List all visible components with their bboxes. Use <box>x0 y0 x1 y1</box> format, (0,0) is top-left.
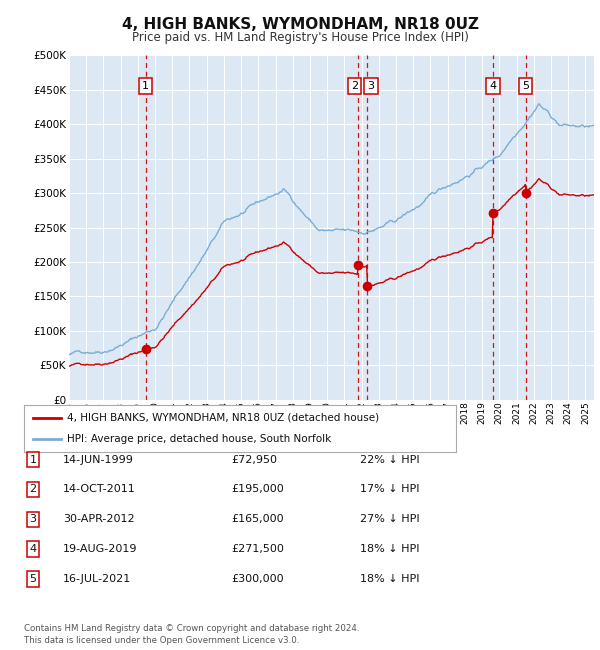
Text: 3: 3 <box>29 514 37 525</box>
Text: 18% ↓ HPI: 18% ↓ HPI <box>360 574 419 584</box>
Text: This data is licensed under the Open Government Licence v3.0.: This data is licensed under the Open Gov… <box>24 636 299 645</box>
Text: 4: 4 <box>490 81 497 91</box>
Text: 1: 1 <box>142 81 149 91</box>
Text: 3: 3 <box>368 81 374 91</box>
Text: £271,500: £271,500 <box>231 544 284 554</box>
Text: £72,950: £72,950 <box>231 454 277 465</box>
Text: Price paid vs. HM Land Registry's House Price Index (HPI): Price paid vs. HM Land Registry's House … <box>131 31 469 44</box>
Text: 1: 1 <box>29 454 37 465</box>
Text: 22% ↓ HPI: 22% ↓ HPI <box>360 454 419 465</box>
Text: HPI: Average price, detached house, South Norfolk: HPI: Average price, detached house, Sout… <box>67 434 331 444</box>
Text: £165,000: £165,000 <box>231 514 284 525</box>
Text: 2: 2 <box>350 81 358 91</box>
Text: 17% ↓ HPI: 17% ↓ HPI <box>360 484 419 495</box>
Text: 18% ↓ HPI: 18% ↓ HPI <box>360 544 419 554</box>
Text: 27% ↓ HPI: 27% ↓ HPI <box>360 514 419 525</box>
Text: £300,000: £300,000 <box>231 574 284 584</box>
Text: Contains HM Land Registry data © Crown copyright and database right 2024.: Contains HM Land Registry data © Crown c… <box>24 624 359 633</box>
Text: 30-APR-2012: 30-APR-2012 <box>63 514 134 525</box>
Text: 4, HIGH BANKS, WYMONDHAM, NR18 0UZ: 4, HIGH BANKS, WYMONDHAM, NR18 0UZ <box>121 17 479 32</box>
Text: £195,000: £195,000 <box>231 484 284 495</box>
Text: 19-AUG-2019: 19-AUG-2019 <box>63 544 137 554</box>
Text: 16-JUL-2021: 16-JUL-2021 <box>63 574 131 584</box>
Text: 4: 4 <box>29 544 37 554</box>
Text: 5: 5 <box>29 574 37 584</box>
Text: 4, HIGH BANKS, WYMONDHAM, NR18 0UZ (detached house): 4, HIGH BANKS, WYMONDHAM, NR18 0UZ (deta… <box>67 413 379 422</box>
Text: 14-OCT-2011: 14-OCT-2011 <box>63 484 136 495</box>
Text: 2: 2 <box>29 484 37 495</box>
Text: 14-JUN-1999: 14-JUN-1999 <box>63 454 134 465</box>
Text: 5: 5 <box>523 81 529 91</box>
